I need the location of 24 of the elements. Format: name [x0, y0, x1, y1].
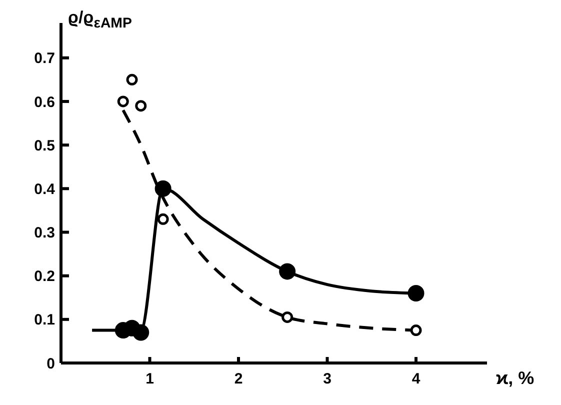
y-tick-label: 0 — [46, 355, 55, 372]
point — [154, 180, 172, 197]
y-tick-label: 0.3 — [34, 224, 55, 242]
point — [410, 324, 422, 336]
point — [132, 324, 150, 341]
point — [135, 100, 147, 112]
y-tick-label: 0.5 — [34, 137, 55, 154]
x-tick-label: 3 — [323, 370, 332, 388]
point — [279, 263, 296, 280]
point — [126, 74, 138, 86]
y-tick-label: 0.6 — [34, 94, 55, 111]
x-tick-label: 2 — [234, 370, 243, 388]
y-axis-title: ϱ/ϱ$_{εAMP}$ — [68, 8, 132, 32]
x-tick-label: 1 — [146, 370, 154, 388]
y-tick-label: 0.1 — [34, 312, 55, 329]
y-tick-label: 0.4 — [34, 180, 56, 198]
y-tick-label: 0.7 — [34, 50, 55, 68]
x-tick-label: 4 — [412, 370, 421, 388]
point — [282, 311, 294, 323]
x-axis-title: ϰ, % — [496, 368, 534, 389]
point — [157, 213, 169, 225]
point — [117, 96, 129, 108]
point — [408, 285, 424, 302]
y-tick-label: 0.2 — [34, 268, 55, 286]
